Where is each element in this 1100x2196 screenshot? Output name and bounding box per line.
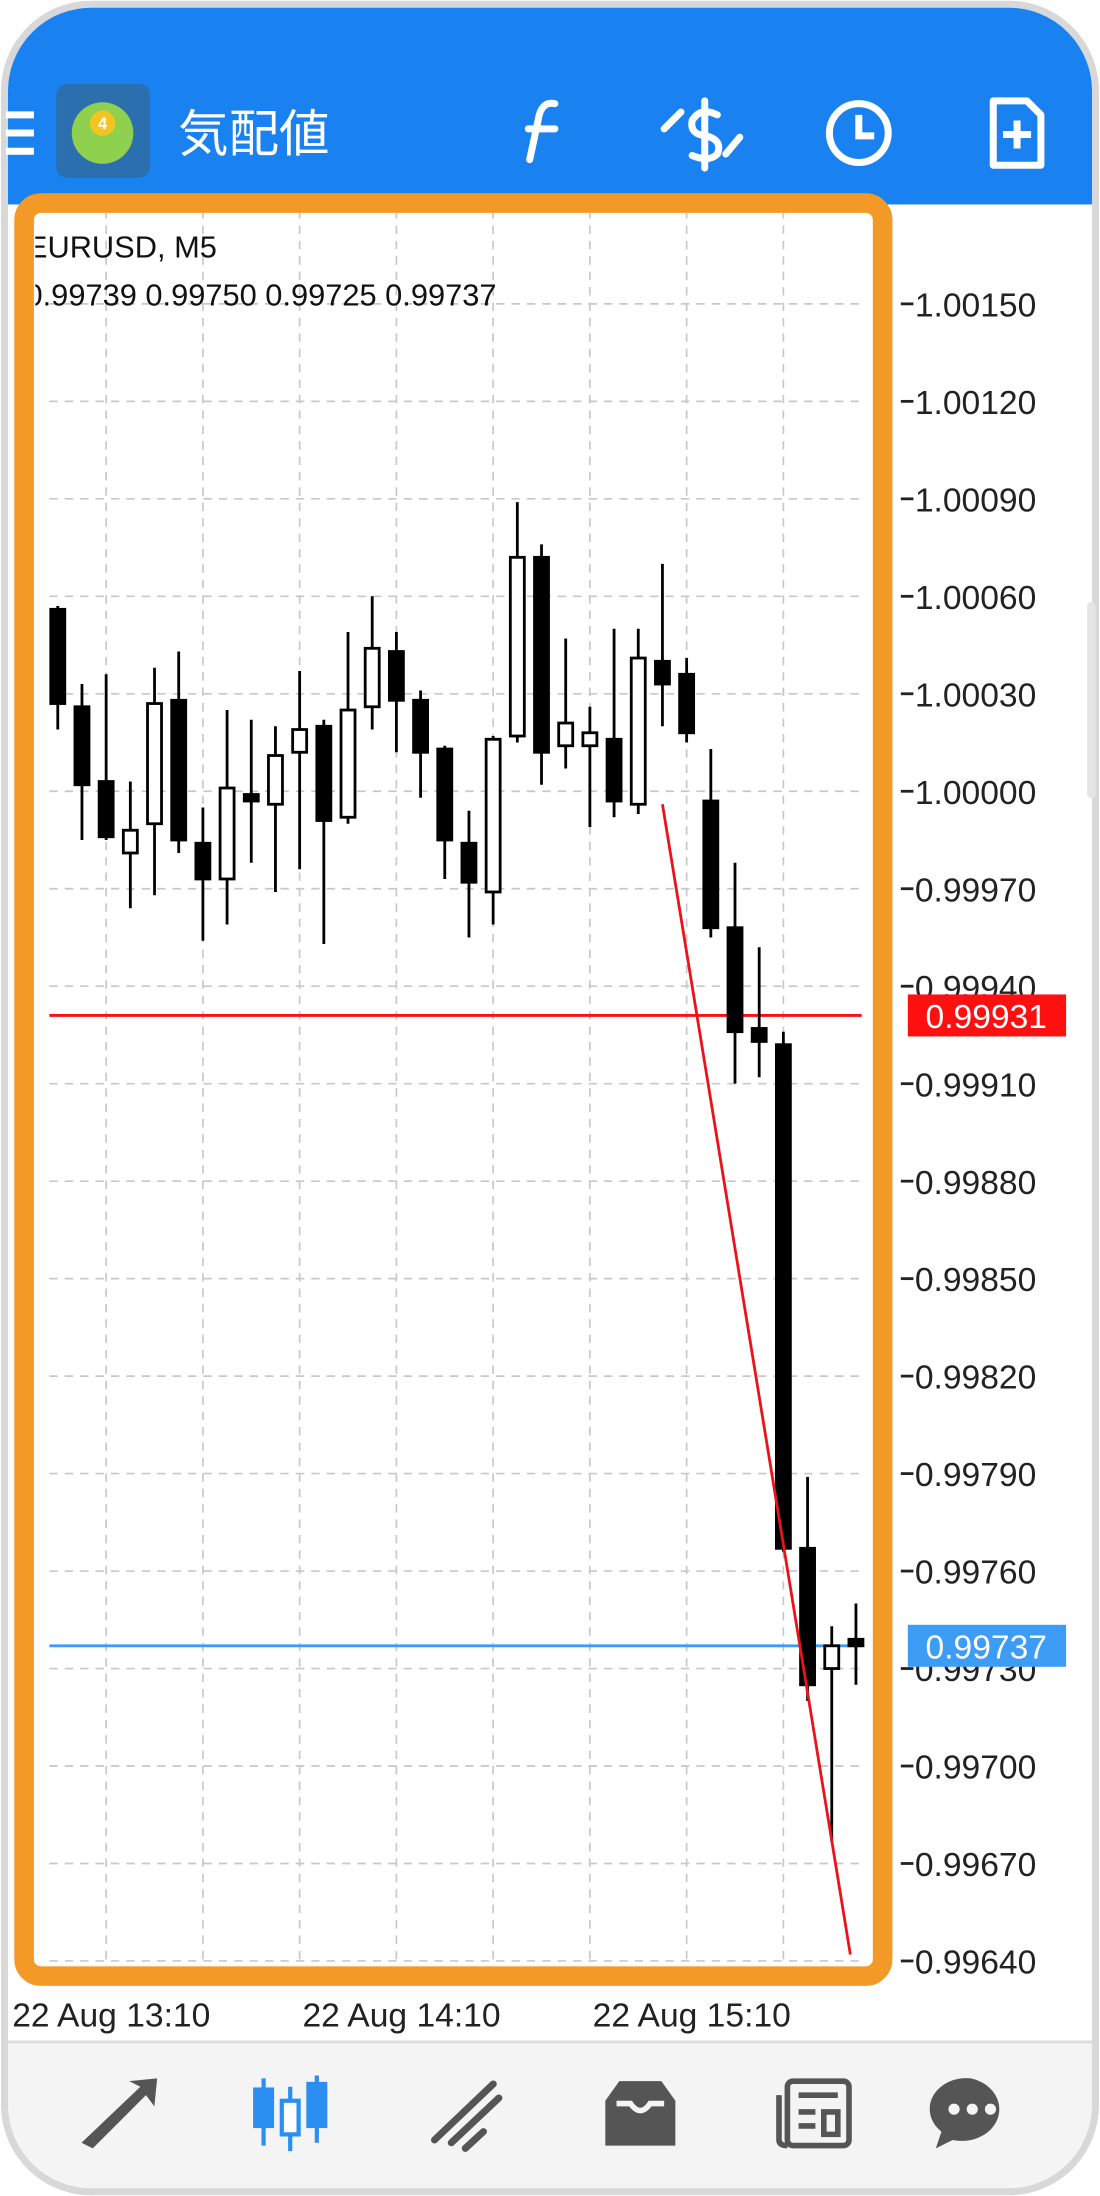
candle-body	[363, 646, 381, 709]
x-tick-label: 22 Aug 15:10	[593, 1998, 791, 2035]
candle-body	[823, 1644, 841, 1670]
y-tick-label: 1.00120	[915, 385, 1037, 422]
history-icon[interactable]	[825, 100, 892, 166]
candle-body	[146, 702, 163, 826]
chat-tab[interactable]	[929, 2078, 1000, 2149]
plot-area: EURUSD, M5 0.99739 0.99750 0.99725 0.9973…	[26, 212, 865, 1968]
candle-body	[629, 656, 647, 806]
candle-body	[49, 607, 67, 705]
chart-tab[interactable]	[253, 2075, 328, 2152]
candle-body	[654, 659, 671, 686]
y-tick-label: 1.00150	[915, 287, 1037, 324]
menu-icon[interactable]	[5, 111, 34, 155]
y-tick-label: 0.99790	[915, 1457, 1037, 1494]
candle-body	[726, 926, 744, 1034]
candle-body	[121, 828, 139, 855]
candle-body	[387, 650, 405, 702]
candle-body	[557, 721, 575, 748]
candle-body	[533, 555, 550, 754]
y-tick-label: 0.99820	[915, 1360, 1037, 1397]
y-tick-label: 0.99670	[915, 1847, 1037, 1884]
x-tick-label: 22 Aug 13:10	[12, 1998, 210, 2035]
header-title: 気配値	[178, 105, 329, 162]
candle-body	[774, 1043, 792, 1550]
price-tag-label: 0.99931	[926, 999, 1048, 1036]
quotes-tab[interactable]	[81, 2078, 158, 2149]
app-icon[interactable]: 4	[56, 84, 151, 178]
candle-body	[267, 754, 284, 806]
x-tick-label: 22 Aug 14:10	[302, 1998, 500, 2035]
candle-body	[97, 780, 115, 839]
price-tag-label: 0.99737	[926, 1629, 1048, 1666]
candle-body	[460, 841, 478, 884]
indicator-icon[interactable]	[524, 99, 559, 164]
candle-body	[678, 672, 696, 735]
y-tick-label: 0.99640	[915, 1945, 1037, 1982]
price-tag	[907, 994, 1067, 1037]
candle-body	[508, 555, 526, 738]
candle-body	[581, 731, 599, 748]
y-tick-label: 0.99760	[915, 1555, 1037, 1592]
candle-body	[412, 698, 429, 754]
y-tick-label: 0.99910	[915, 1067, 1037, 1104]
highlight-frame	[14, 193, 893, 1986]
svg-text:4: 4	[98, 114, 108, 133]
trade-tab[interactable]	[430, 2080, 503, 2152]
history-tab[interactable]	[605, 2081, 676, 2146]
candle-body	[73, 705, 91, 787]
y-tick-label: 0.99700	[915, 1750, 1037, 1787]
candle-body	[339, 708, 357, 819]
price-tag	[907, 1624, 1067, 1667]
candle-body	[291, 728, 309, 754]
candle-body	[194, 841, 212, 881]
y-tick-label: 1.00000	[915, 775, 1037, 812]
chart-bg	[4, 204, 1096, 2045]
new-order-icon[interactable]	[989, 97, 1045, 169]
candle-body	[218, 786, 236, 881]
candle-body	[847, 1637, 865, 1648]
candle-body	[702, 799, 720, 930]
y-tick-label: 0.99970	[915, 872, 1037, 909]
candle-body	[315, 724, 333, 822]
news-tab[interactable]	[776, 2078, 852, 2149]
trade-icon[interactable]	[660, 97, 744, 172]
y-tick-label: 1.00090	[915, 482, 1037, 519]
candle-body	[605, 737, 623, 803]
y-tick-label: 1.00030	[915, 677, 1037, 714]
candle-body	[242, 793, 260, 803]
trendline	[661, 804, 852, 1955]
y-tick-label: 1.00060	[915, 580, 1037, 617]
symbol-label: EURUSD, M5	[27, 230, 217, 265]
y-tick-label: 0.99880	[915, 1165, 1037, 1202]
price-axis: 1.00150 1.00120 1.00090 1.00060 1.00030 1.000…	[900, 287, 1067, 1982]
candle-body	[484, 737, 502, 894]
scrollbar	[1087, 602, 1096, 799]
y-tick-label: 0.99850	[915, 1262, 1037, 1299]
candle-body	[750, 1027, 768, 1043]
ohlc-info: 0.99739 0.99750 0.99725 0.99737	[26, 277, 497, 312]
bottom-nav	[4, 2041, 1096, 2192]
candle-body	[436, 747, 454, 842]
candle-body	[170, 698, 188, 842]
